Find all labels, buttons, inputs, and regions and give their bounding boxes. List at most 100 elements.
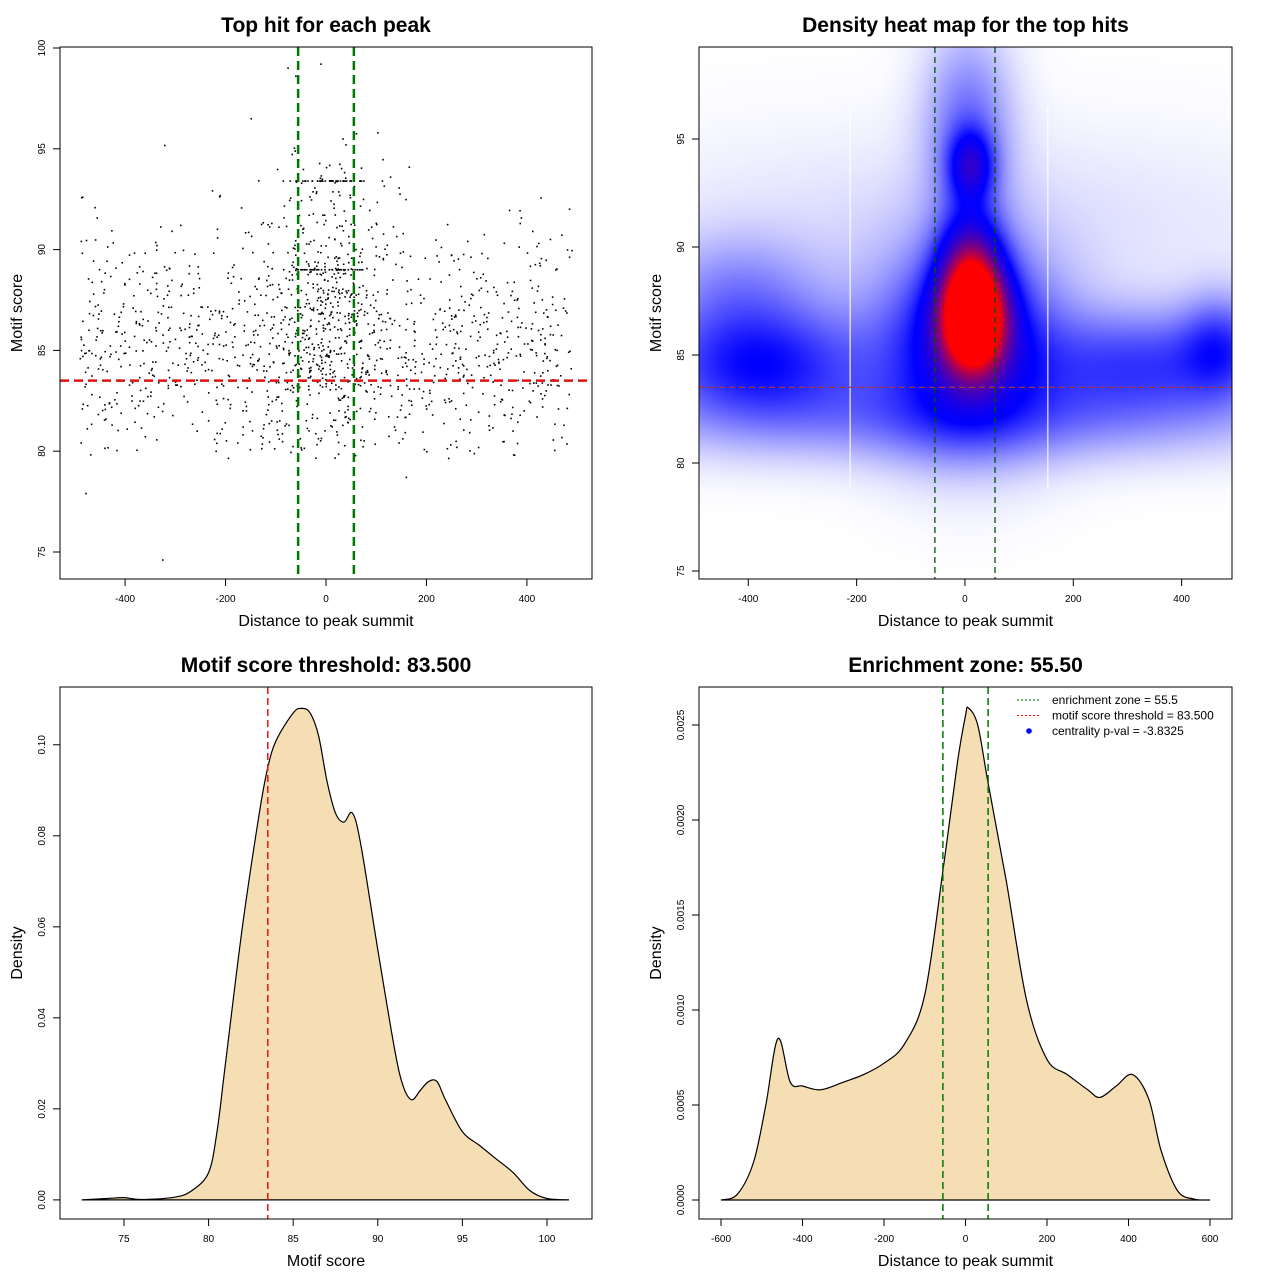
data-point: [327, 355, 330, 358]
data-point: [296, 405, 298, 408]
data-point: [312, 309, 315, 312]
data-point: [278, 376, 280, 379]
data-point: [405, 198, 407, 201]
data-point: [115, 331, 117, 333]
data-point: [292, 386, 295, 389]
data-point: [523, 371, 525, 373]
data-point: [210, 310, 212, 313]
data-point: [256, 369, 258, 371]
data-point: [556, 384, 559, 387]
chart-title: Density heat map for the top hits: [802, 14, 1129, 37]
data-point: [553, 449, 556, 452]
panel-2: Density heat map for the top hitsDistanc…: [648, 14, 1233, 630]
data-point: [327, 298, 329, 300]
data-point: [567, 351, 570, 354]
data-point: [246, 387, 249, 389]
data-point: [353, 185, 356, 188]
data-point: [286, 307, 288, 309]
data-point: [357, 383, 360, 386]
data-point: [340, 352, 343, 355]
data-point: [291, 384, 294, 387]
data-point: [285, 371, 288, 374]
data-point: [517, 326, 519, 329]
data-point: [291, 317, 293, 320]
data-point: [345, 415, 347, 418]
data-point: [497, 358, 500, 361]
data-point: [356, 268, 359, 271]
data-point: [142, 400, 145, 403]
data-point: [331, 276, 334, 278]
data-point: [320, 287, 322, 290]
data-point: [227, 374, 230, 377]
data-point: [316, 308, 319, 311]
data-point: [301, 332, 304, 335]
data-point: [162, 402, 165, 405]
data-point: [332, 180, 334, 182]
data-point: [380, 386, 382, 389]
data-point: [373, 398, 376, 400]
y-tick-label: 0.0020: [676, 804, 687, 835]
data-point: [332, 316, 334, 319]
data-point: [242, 247, 244, 250]
data-point: [221, 428, 223, 431]
data-point: [340, 387, 343, 390]
data-point: [345, 342, 348, 344]
data-point: [337, 191, 340, 193]
data-point: [240, 207, 243, 209]
data-point: [368, 358, 371, 360]
data-point: [122, 305, 125, 308]
data-point: [276, 421, 279, 423]
data-point: [343, 396, 345, 399]
data-point: [222, 345, 225, 347]
data-point: [284, 388, 287, 391]
data-point: [516, 299, 519, 301]
data-point: [238, 299, 241, 302]
data-point: [104, 272, 107, 274]
data-point: [562, 307, 565, 309]
data-point: [549, 359, 551, 362]
data-point: [317, 251, 319, 253]
data-point: [312, 307, 315, 309]
data-point: [329, 389, 332, 391]
data-point: [342, 288, 344, 291]
data-point: [259, 325, 261, 327]
data-point: [82, 355, 84, 358]
data-point: [470, 374, 473, 376]
data-point: [343, 210, 346, 212]
data-point: [347, 314, 350, 317]
data-point: [247, 231, 250, 234]
data-point: [316, 268, 318, 271]
data-point: [197, 315, 200, 318]
data-point: [162, 305, 165, 307]
data-point: [444, 377, 447, 380]
data-point: [324, 271, 327, 273]
data-point: [206, 353, 209, 355]
data-point: [463, 374, 465, 377]
data-point: [310, 366, 312, 369]
data-point: [250, 117, 252, 120]
data-point: [448, 274, 451, 276]
data-point: [441, 322, 444, 325]
data-point: [407, 359, 410, 361]
data-point: [542, 371, 544, 374]
data-point: [109, 345, 112, 347]
data-point: [399, 252, 402, 255]
data-point: [493, 362, 495, 365]
data-point: [349, 197, 352, 199]
data-point: [335, 281, 338, 284]
data-point: [372, 294, 375, 296]
data-point: [271, 267, 273, 270]
data-point: [302, 232, 304, 234]
data-point: [363, 180, 365, 182]
data-point: [111, 424, 113, 426]
data-point: [339, 163, 341, 166]
data-point: [80, 336, 82, 339]
data-point: [154, 361, 157, 363]
data-point: [339, 347, 341, 350]
legend-dot-icon: [1026, 728, 1032, 734]
data-point: [268, 403, 270, 406]
data-point: [277, 396, 280, 398]
data-point: [233, 324, 235, 326]
data-point: [292, 261, 295, 264]
data-point: [566, 249, 569, 251]
